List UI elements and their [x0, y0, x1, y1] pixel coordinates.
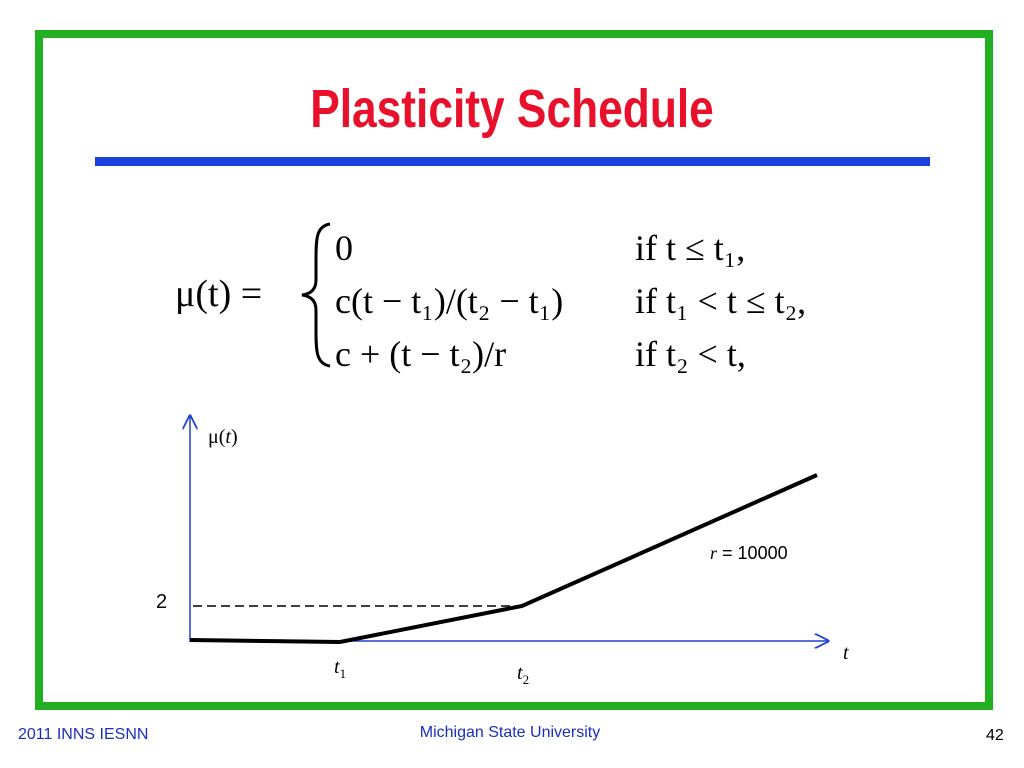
t1-label: t1	[334, 656, 346, 682]
slide-title: Plasticity Schedule	[310, 79, 714, 139]
footer-center: Michigan State University	[419, 724, 601, 741]
schedule-curve	[189, 473, 818, 645]
footer-left: 2011 INNS IESNN	[18, 726, 149, 743]
case-expr: c(t − t₁)/(t₂ − t₁)	[335, 281, 564, 321]
case-condition: if t₁ < t ≤ t₂,	[635, 281, 807, 321]
var: r	[710, 543, 718, 563]
sub: 1	[339, 666, 347, 681]
base: t	[334, 656, 340, 678]
formula-case: 0 if t ≤ t₁,	[335, 222, 806, 275]
formula-case: c + (t − t₂)/r if t₂ < t,	[335, 328, 806, 381]
title-rule	[95, 157, 930, 166]
mu: μ	[208, 426, 219, 448]
case-condition: if t₂ < t,	[635, 334, 746, 374]
rate-label: r = 10000	[710, 543, 788, 564]
t2-label: t2	[517, 662, 529, 688]
y-axis-label: μ(t)	[208, 426, 238, 449]
formula-cases: 0 if t ≤ t₁, c(t − t₁)/(t₂ − t₁) if t₁ < t …	[335, 222, 806, 381]
base: t	[517, 662, 523, 684]
rate-value: = 10000	[722, 543, 788, 563]
paren: (	[218, 426, 226, 448]
formula-lhs: μ(t) =	[175, 273, 263, 315]
case-condition: if t ≤ t₁,	[635, 228, 746, 268]
var: t	[225, 426, 231, 448]
x-axis-label: t	[843, 642, 849, 664]
paren: )	[230, 426, 238, 448]
case-expr: 0	[335, 228, 353, 268]
page-number: 42	[986, 727, 1004, 744]
sub: 2	[522, 672, 530, 687]
frame	[35, 30, 993, 710]
case-expr: c + (t − t₂)/r	[335, 334, 507, 374]
level-label: 2	[156, 591, 168, 613]
formula-case: c(t − t₁)/(t₂ − t₁) if t₁ < t ≤ t₂,	[335, 275, 806, 328]
formula-brace	[301, 222, 331, 368]
